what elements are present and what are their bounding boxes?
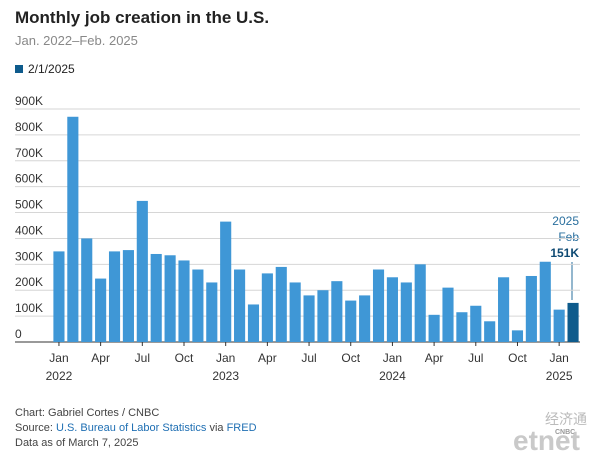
annotation: Feb [558,230,579,244]
bar [234,269,246,342]
y-tick-label: 300K [15,249,43,263]
watermark: 经济通 [545,411,587,427]
x-tick-label: Apr [91,351,110,365]
bar [150,253,162,342]
bar [414,264,426,342]
y-tick-label: 200K [15,275,43,289]
watermark: CNBC [555,429,575,436]
x-tick-label: Oct [508,351,527,365]
y-tick-label: 100K [15,301,43,315]
bar [345,300,357,342]
bar [136,200,148,342]
x-year-label: 2025 [546,369,573,383]
bar [275,266,287,342]
bar [81,238,93,342]
x-tick-label: Jul [135,351,150,365]
bar [442,287,454,342]
y-tick-label: 700K [15,146,43,160]
annotation: 2025 [552,214,579,228]
bar [400,282,412,342]
bar [553,309,565,342]
legend-swatch [15,65,23,73]
y-tick-label: 600K [15,172,43,186]
x-tick-label: Jan [49,351,68,365]
x-year-label: 2022 [46,369,73,383]
bar [484,321,496,342]
footer-source: Source: U.S. Bureau of Labor Statistics … [15,422,257,434]
bar [470,305,482,342]
x-tick-label: Oct [175,351,194,365]
bar [456,312,468,342]
x-year-label: 2023 [212,369,239,383]
y-tick-label: 500K [15,198,43,212]
source-link[interactable]: U.S. Bureau of Labor Statistics [56,422,207,434]
y-tick-label: 900K [15,94,43,108]
bar [122,250,134,342]
x-tick-label: Jan [216,351,235,365]
bar [317,290,329,342]
y-tick-label: 800K [15,120,43,134]
bar [386,277,398,342]
y-tick-label: 400K [15,223,43,237]
footer-credit: Chart: Gabriel Cortes / CNBC [15,407,159,419]
bar [108,251,121,342]
bar [331,281,343,342]
x-tick-label: Apr [425,351,444,365]
bar [539,261,551,342]
bar [498,277,510,342]
bar [359,295,371,342]
bar [261,273,273,342]
x-tick-label: Jan [383,351,402,365]
value-label: 151K [550,246,579,260]
bar [372,269,385,342]
bar [178,260,190,342]
source-link[interactable]: FRED [227,422,257,434]
x-tick-label: Jul [468,351,483,365]
bar [164,255,176,342]
legend-label: 2/1/2025 [28,62,75,76]
chart-title: Monthly job creation in the U.S. [15,8,269,27]
footer-date: Data as of March 7, 2025 [15,437,139,449]
bar [192,269,204,342]
bar [289,282,301,342]
source-via: via [206,422,226,434]
bar [247,304,260,342]
x-tick-label: Oct [341,351,360,365]
x-tick-label: Jan [549,351,568,365]
bar [525,275,537,342]
bar [67,116,79,343]
bar [303,295,315,342]
bar [511,330,524,342]
source-prefix: Source: [15,422,56,434]
x-tick-label: Jul [301,351,316,365]
bar [428,314,440,342]
watermark: etnet [513,425,580,454]
bar [567,302,579,342]
x-tick-label: Apr [258,351,277,365]
x-year-label: 2024 [379,369,406,383]
bar [95,278,107,342]
bar [220,221,232,342]
bar [53,251,65,342]
chart-subtitle: Jan. 2022–Feb. 2025 [15,33,138,48]
y-tick-label: 0 [15,327,22,341]
bar [206,282,218,342]
